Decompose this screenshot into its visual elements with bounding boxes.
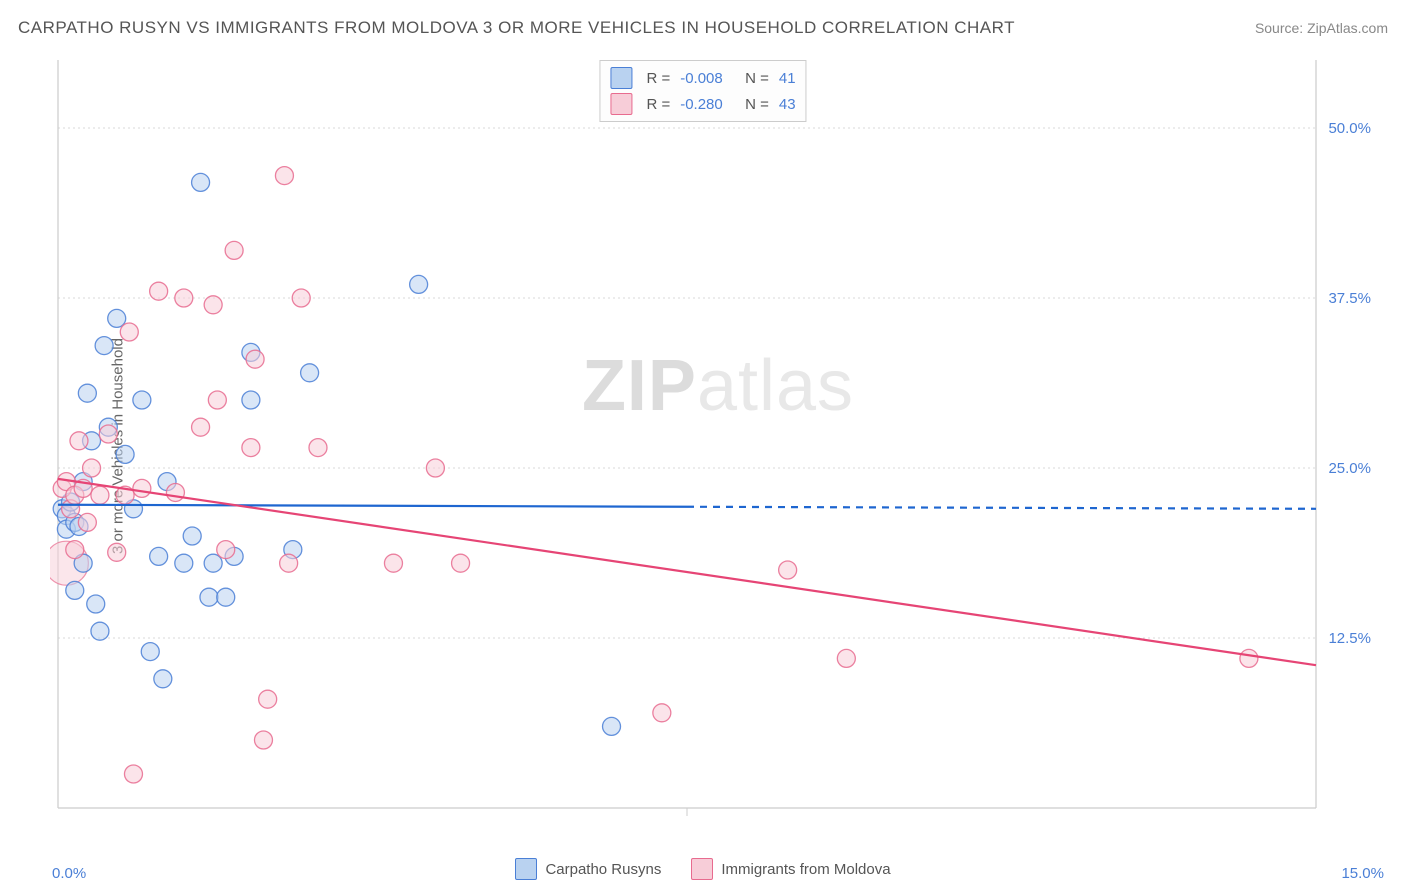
r-label: R = <box>646 96 670 113</box>
title-bar: CARPATHO RUSYN VS IMMIGRANTS FROM MOLDOV… <box>18 18 1388 38</box>
swatch-carpatho <box>610 67 632 89</box>
svg-text:37.5%: 37.5% <box>1328 290 1371 307</box>
swatch-moldova <box>610 93 632 115</box>
correlation-legend: R = -0.008 N = 41 R = -0.280 N = 43 <box>599 60 806 122</box>
r-label: R = <box>646 70 670 87</box>
svg-text:50.0%: 50.0% <box>1328 120 1371 137</box>
legend-item-moldova: Immigrants from Moldova <box>691 858 890 880</box>
legend-item-carpatho: Carpatho Rusyns <box>515 858 661 880</box>
series-legend: Carpatho Rusyns Immigrants from Moldova <box>0 858 1406 880</box>
r-value-carpatho: -0.008 <box>680 70 723 87</box>
legend-label-carpatho: Carpatho Rusyns <box>545 861 661 878</box>
legend-swatch-moldova <box>691 858 713 880</box>
n-value-moldova: 43 <box>779 96 796 113</box>
correlation-row-carpatho: R = -0.008 N = 41 <box>610 65 795 91</box>
correlation-row-moldova: R = -0.280 N = 43 <box>610 91 795 117</box>
source-attribution: Source: ZipAtlas.com <box>1255 20 1388 36</box>
chart-title: CARPATHO RUSYN VS IMMIGRANTS FROM MOLDOV… <box>18 18 1015 38</box>
n-value-carpatho: 41 <box>779 70 796 87</box>
scatter-chart: 12.5% 25.0% 37.5% 50.0% <box>50 58 1386 838</box>
svg-text:12.5%: 12.5% <box>1328 630 1371 647</box>
n-label: N = <box>737 70 769 87</box>
svg-text:25.0%: 25.0% <box>1328 460 1371 477</box>
plot-area: ZIPatlas 12.5%25.0%37.5%50.0% <box>50 58 1386 838</box>
legend-label-moldova: Immigrants from Moldova <box>721 861 890 878</box>
r-value-moldova: -0.280 <box>680 96 723 113</box>
legend-swatch-carpatho <box>515 858 537 880</box>
n-label: N = <box>737 96 769 113</box>
